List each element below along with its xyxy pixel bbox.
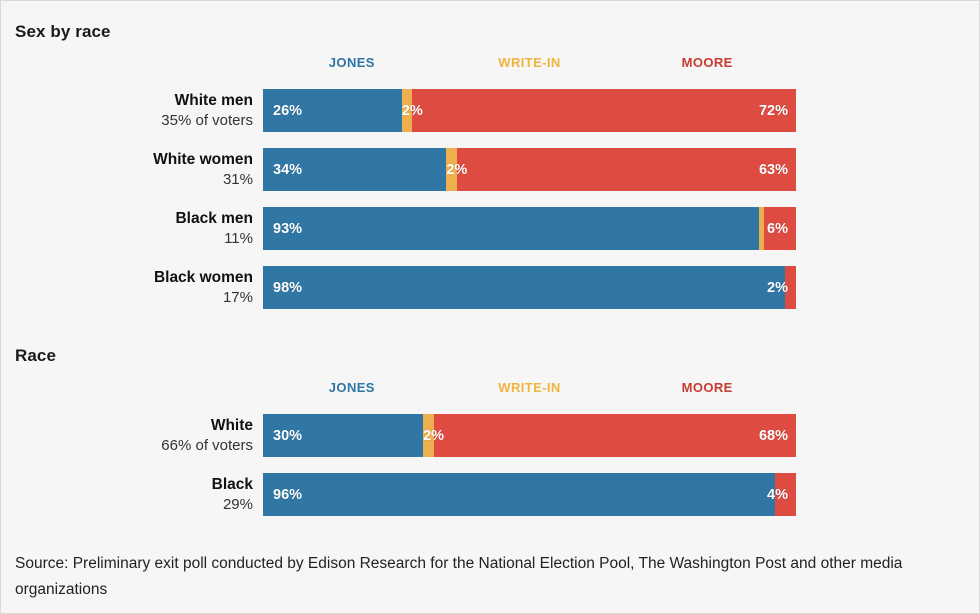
- row-category-label: White women: [153, 150, 253, 168]
- bar-segment-moore: [764, 207, 796, 250]
- stacked-bar: 96% 4%: [263, 473, 796, 516]
- bar-segment-jones: [263, 207, 759, 250]
- row-category-label: Black men: [175, 209, 253, 227]
- row-sublabel: 31%: [222, 170, 253, 188]
- stacked-bar: 93% 6%: [263, 207, 796, 250]
- bar-segment-jones: [263, 148, 447, 191]
- bar-segment-writein: [446, 148, 457, 191]
- bar-segment-moore: [456, 148, 796, 191]
- source-note: Source: Preliminary exit poll conducted …: [15, 555, 903, 598]
- row-label: Black 29%: [1, 473, 263, 516]
- row-sublabel: 66% of voters: [161, 436, 253, 454]
- row-label: Black men 11%: [1, 207, 263, 250]
- bar-row: Black women 17% 98% 2%: [1, 266, 979, 309]
- bar-segment-moore: [412, 89, 796, 132]
- section-title-race: Race: [15, 346, 57, 365]
- legend-row: JONES WRITE-IN MOORE: [263, 380, 796, 396]
- bar-value-jones: 93%: [273, 220, 303, 237]
- bar-segment-moore: [433, 414, 796, 457]
- row-label: Black women 17%: [1, 266, 263, 309]
- bar-segment-jones: [263, 266, 786, 309]
- bar-segment-moore: [774, 473, 796, 516]
- stacked-bar: 34% 2% 63%: [263, 148, 796, 191]
- bar-value-writein: 2%: [446, 161, 468, 178]
- bar-value-writein: 2%: [423, 427, 445, 444]
- row-category-label: White men: [174, 91, 253, 109]
- bar-value-jones: 96%: [273, 486, 303, 503]
- bar-row: White men 35% of voters 26% 2% 72%: [1, 89, 979, 132]
- bar-rows-race: White 66% of voters 30% 2% 68% Black 29% 96% 4%: [1, 414, 979, 532]
- bar-value-jones: 26%: [273, 102, 303, 119]
- row-label: White men 35% of voters: [1, 89, 263, 132]
- legend-label-moore: MOORE: [681, 380, 733, 395]
- bar-value-moore: 68%: [758, 427, 788, 444]
- bar-segment-moore: [785, 266, 796, 309]
- row-category-label: White: [210, 416, 253, 434]
- bar-row: Black 29% 96% 4%: [1, 473, 979, 516]
- legend-label-writein: WRITE-IN: [498, 380, 561, 395]
- bar-segment-jones: [263, 89, 402, 132]
- bar-rows-sex-by-race: White men 35% of voters 26% 2% 72% White wome…: [1, 89, 979, 325]
- row-label: White women 31%: [1, 148, 263, 191]
- bar-segment-writein: [401, 89, 413, 132]
- row-sublabel: 35% of voters: [161, 111, 253, 129]
- legend-label-jones: JONES: [328, 380, 375, 395]
- bar-value-jones: 98%: [273, 279, 303, 296]
- legend-label-moore: MOORE: [681, 55, 733, 70]
- bar-row: White 66% of voters 30% 2% 68%: [1, 414, 979, 457]
- bar-value-moore: 72%: [758, 102, 788, 119]
- row-sublabel: 11%: [224, 229, 253, 247]
- bar-value-moore: 6%: [767, 220, 788, 237]
- bar-value-writein: 2%: [401, 102, 423, 119]
- bar-row: Black men 11% 93% 6%: [1, 207, 979, 250]
- stacked-bar: 26% 2% 72%: [263, 89, 796, 132]
- bar-value-jones: 34%: [273, 161, 303, 178]
- legend-label-jones: JONES: [328, 55, 375, 70]
- row-category-label: Black: [211, 475, 253, 493]
- bar-value-moore: 4%: [767, 486, 788, 503]
- bar-row: White women 31% 34% 2% 63%: [1, 148, 979, 191]
- row-sublabel: 29%: [222, 495, 253, 513]
- bar-segment-jones: [263, 473, 775, 516]
- bar-segment-writein: [758, 207, 765, 250]
- bar-value-moore: 63%: [758, 161, 788, 178]
- bar-segment-writein: [422, 414, 434, 457]
- stacked-bar: 98% 2%: [263, 266, 796, 309]
- legend-label-writein: WRITE-IN: [498, 55, 561, 70]
- bar-value-moore: 2%: [767, 279, 788, 296]
- bar-value-jones: 30%: [273, 427, 303, 444]
- stacked-bar: 30% 2% 68%: [263, 414, 796, 457]
- row-sublabel: 17%: [222, 288, 253, 306]
- bar-segment-jones: [263, 414, 423, 457]
- row-category-label: Black women: [153, 268, 253, 286]
- section-title-sex-by-race: Sex by race: [15, 22, 111, 41]
- row-label: White 66% of voters: [1, 414, 263, 457]
- legend-row: JONES WRITE-IN MOORE: [263, 55, 796, 71]
